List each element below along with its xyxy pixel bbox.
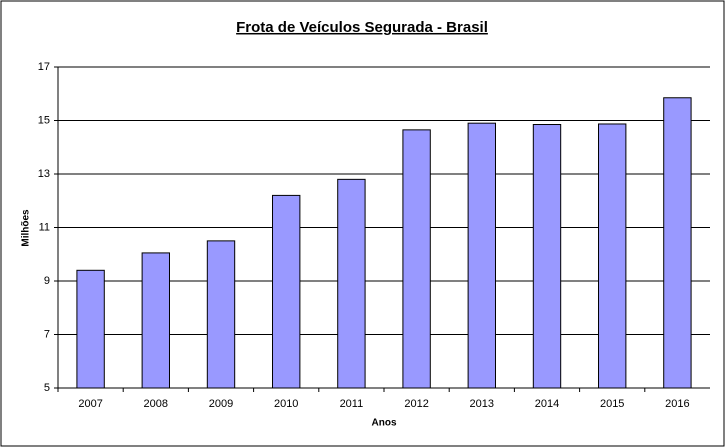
y-tick-label: 7 [44, 328, 50, 340]
x-tick-label: 2015 [600, 398, 624, 410]
x-tick-label: 2011 [340, 398, 364, 410]
bar [402, 129, 431, 389]
x-tick-label: 2012 [404, 398, 428, 410]
bar [337, 178, 366, 389]
bar [272, 194, 301, 389]
y-tick-label: 15 [38, 114, 50, 126]
x-tick-label: 2014 [535, 398, 559, 410]
bar [598, 123, 627, 389]
bar [467, 122, 496, 389]
y-tick-label: 9 [44, 275, 50, 287]
x-tick-label: 2007 [78, 398, 102, 410]
x-tick-label: 2009 [209, 398, 233, 410]
x-tick-label: 2008 [144, 398, 168, 410]
bar [76, 269, 105, 389]
bar [663, 97, 692, 389]
y-tick-label: 17 [38, 61, 50, 73]
x-tick-label: 2013 [470, 398, 494, 410]
chart-title: Frota de Veículos Segurada - Brasil [236, 19, 488, 36]
y-tick-label: 5 [44, 382, 50, 394]
y-tick-label: 13 [38, 168, 50, 180]
bar [532, 124, 562, 389]
x-tick-label: 2010 [274, 398, 298, 410]
bar [206, 240, 236, 389]
y-tick-label: 11 [39, 221, 50, 233]
bar [141, 252, 170, 389]
y-axis-title: Milhões [21, 209, 32, 247]
x-axis-title: Anos [372, 418, 397, 429]
x-tick-label: 2016 [665, 398, 689, 410]
